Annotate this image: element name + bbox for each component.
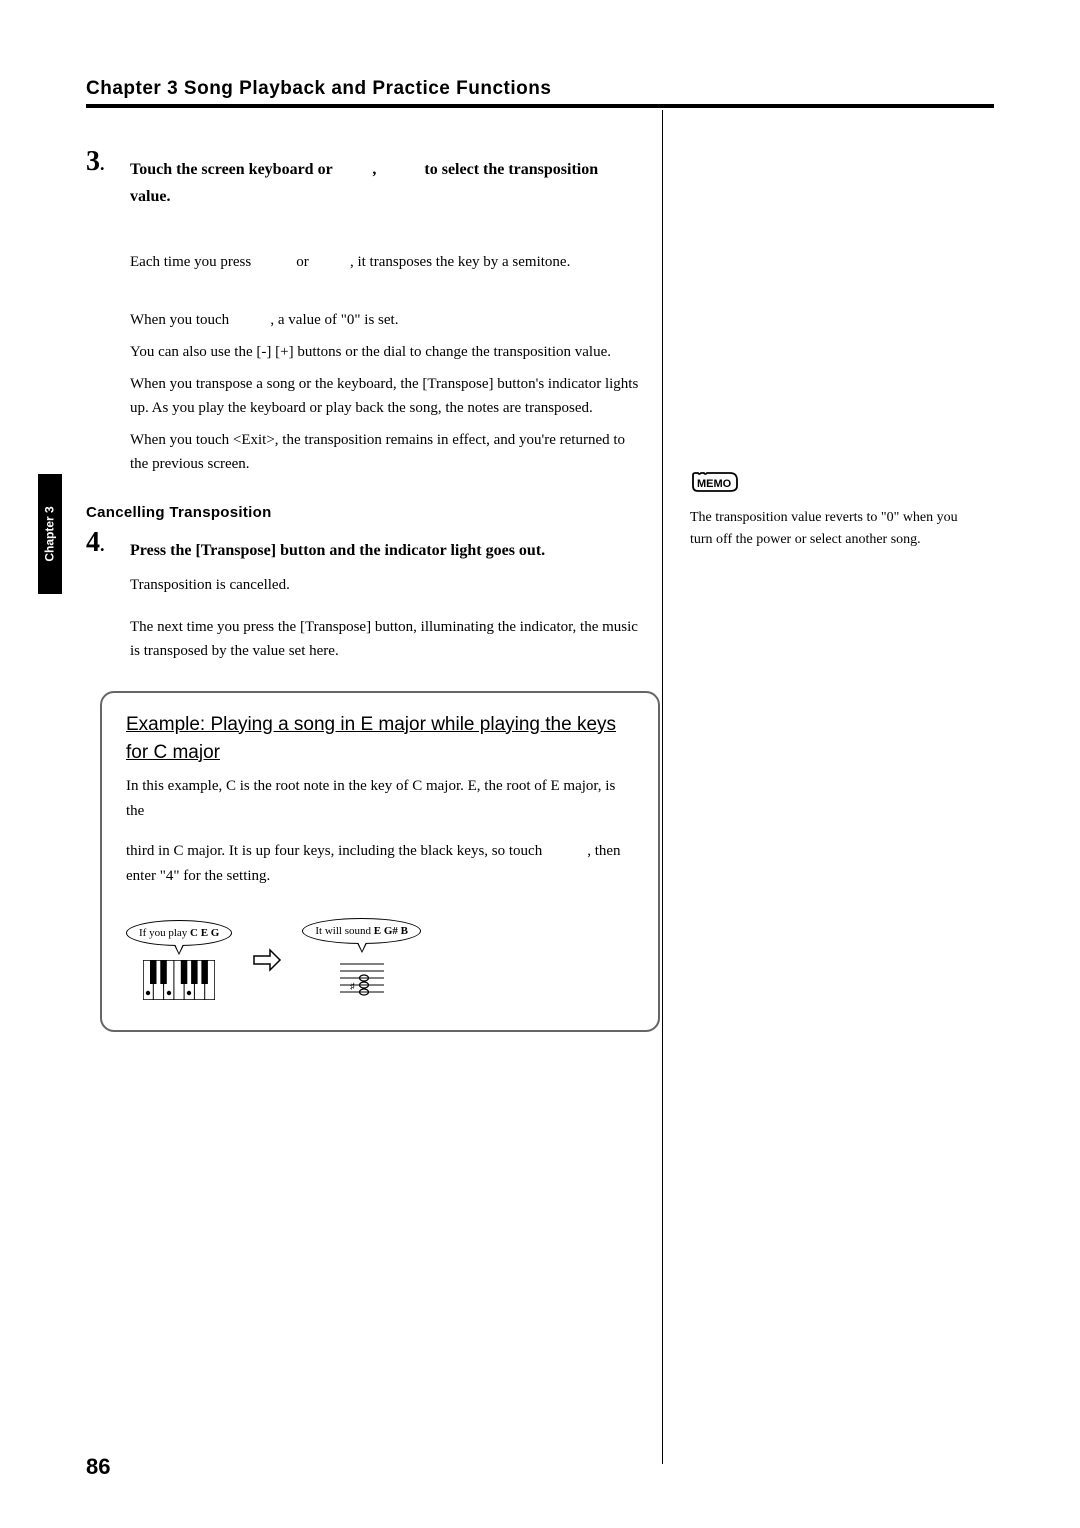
- cancelling-heading: Cancelling Transposition: [86, 504, 646, 521]
- example-box: Example: Playing a song in E major while…: [100, 691, 660, 1032]
- arrow-icon: [252, 948, 282, 972]
- step-3: 3. Touch the screen keyboard or , to sel…: [86, 146, 646, 476]
- step-4-body-2: The next time you press the [Transpose] …: [130, 615, 640, 663]
- memo-text: The transposition value reverts to "0" w…: [690, 507, 980, 552]
- step-3-number: 3.: [86, 146, 126, 178]
- play-bubble: If you play C E G: [126, 920, 232, 946]
- chapter-tab-label: Chapter 3: [43, 506, 57, 561]
- chapter-header: Chapter 3 Song Playback and Practice Fun…: [86, 78, 551, 100]
- example-body-1: In this example, C is the root note in t…: [126, 774, 634, 825]
- step-3-body-1: Each time you press or , it transposes t…: [130, 250, 640, 274]
- sound-bubble: It will sound E G# B: [302, 918, 421, 944]
- example-diagram: If you play C E G: [126, 918, 634, 1002]
- vertical-divider: [662, 110, 663, 1464]
- memo-icon: MEMO: [690, 472, 740, 494]
- svg-text:MEMO: MEMO: [697, 478, 732, 490]
- play-bubble-group: If you play C E G: [126, 920, 232, 1000]
- step-3-body-5: When you touch <Exit>, the transposition…: [130, 428, 640, 476]
- header-rule: [86, 104, 994, 108]
- keyboard-icon: [143, 960, 215, 1000]
- step-3-instruction: Touch the screen keyboard or , to select…: [130, 156, 640, 210]
- example-body-2: third in C major. It is up four keys, in…: [126, 839, 634, 890]
- example-title: Example: Playing a song in E major while…: [126, 711, 634, 768]
- step-3-body-2: When you touch , a value of "0" is set.: [130, 308, 640, 332]
- chapter-tab: Chapter 3: [38, 474, 62, 594]
- memo-section: MEMO The transposition value reverts to …: [690, 472, 980, 552]
- step-3-body-3: You can also use the [-] [+] buttons or …: [130, 340, 640, 364]
- music-staff-icon: ♯: [336, 958, 388, 1002]
- step-3-body-4: When you transpose a song or the keyboar…: [130, 372, 640, 420]
- step-4: 4. Press the [Transpose] button and the …: [86, 527, 646, 662]
- step-4-body-1: Transposition is cancelled.: [130, 573, 640, 597]
- svg-text:♯: ♯: [350, 981, 355, 991]
- step-4-number: 4.: [86, 527, 126, 559]
- main-content: 3. Touch the screen keyboard or , to sel…: [86, 146, 646, 1032]
- page-number: 86: [86, 1454, 110, 1480]
- sound-bubble-group: It will sound E G# B ♯: [302, 918, 421, 1002]
- step-4-instruction: Press the [Transpose] button and the ind…: [130, 537, 640, 564]
